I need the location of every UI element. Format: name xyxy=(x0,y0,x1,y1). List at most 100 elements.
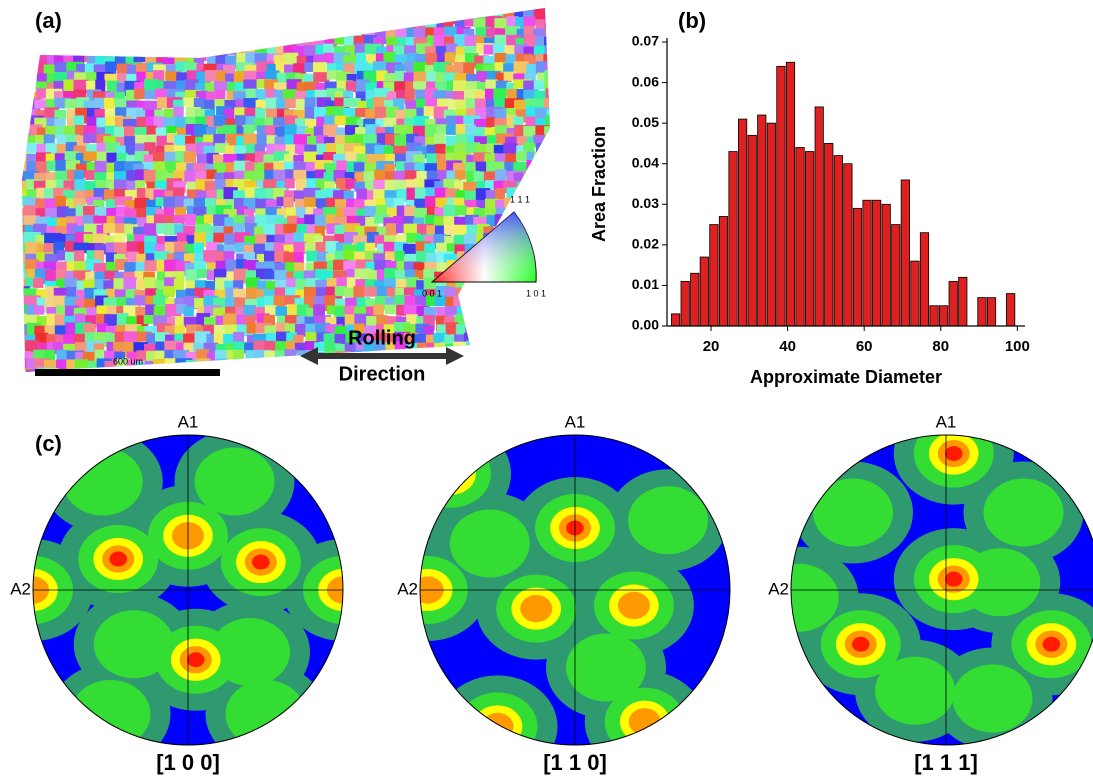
grain xyxy=(144,377,158,386)
grain xyxy=(14,7,29,16)
axis-label: A2 xyxy=(768,579,789,598)
grain xyxy=(295,28,309,39)
grain xyxy=(37,38,49,50)
grain xyxy=(506,287,523,297)
grain xyxy=(315,370,326,383)
grain xyxy=(85,0,98,10)
grain xyxy=(516,352,533,364)
grain xyxy=(294,8,309,21)
grain xyxy=(455,9,465,22)
grain xyxy=(173,187,184,197)
grain xyxy=(205,25,215,35)
grain xyxy=(214,34,226,45)
ipf-label: 1 0 1 xyxy=(526,288,546,298)
grain xyxy=(154,0,172,9)
grain xyxy=(467,350,483,362)
grain xyxy=(177,2,193,13)
grain xyxy=(353,286,364,299)
grain xyxy=(546,361,558,376)
grain xyxy=(353,18,367,30)
grain xyxy=(26,56,38,66)
grain xyxy=(495,296,509,306)
grain xyxy=(95,46,112,57)
grain xyxy=(326,0,338,11)
grain xyxy=(506,307,522,319)
grain xyxy=(105,376,117,389)
grain xyxy=(77,0,93,15)
contour xyxy=(628,486,708,554)
grain xyxy=(75,47,86,57)
grain xyxy=(223,18,238,31)
grain xyxy=(455,0,470,14)
axis-label: A1 xyxy=(936,412,957,431)
bar xyxy=(892,225,900,326)
grain xyxy=(523,315,540,328)
grain xyxy=(314,377,326,388)
grain xyxy=(373,304,383,314)
grain xyxy=(514,341,527,356)
grain xyxy=(284,17,297,28)
grain xyxy=(453,380,464,391)
pole-title: [1 1 0] xyxy=(543,750,607,775)
grain xyxy=(534,196,549,209)
grain xyxy=(374,0,386,12)
grain xyxy=(14,63,25,77)
grain xyxy=(525,304,540,315)
grain xyxy=(295,359,306,370)
grain xyxy=(186,7,202,18)
grain xyxy=(125,43,140,58)
grain xyxy=(236,359,252,373)
grain xyxy=(536,143,554,155)
grain xyxy=(455,360,473,370)
grain xyxy=(545,17,561,31)
grain xyxy=(496,368,506,381)
x-tick-label: 60 xyxy=(856,338,873,355)
grain xyxy=(514,367,527,380)
y-axis-title: Area Fraction xyxy=(589,126,609,242)
grain xyxy=(464,296,481,309)
grain xyxy=(285,9,299,20)
grain xyxy=(66,287,76,297)
grain xyxy=(495,335,511,348)
grain xyxy=(483,314,494,323)
contour xyxy=(953,665,1033,733)
grain xyxy=(17,377,28,390)
grain xyxy=(393,0,409,15)
contour xyxy=(1043,637,1061,652)
grain xyxy=(383,8,400,23)
bar xyxy=(691,273,699,326)
grain xyxy=(215,16,228,28)
ipf-label: 1 1 1 xyxy=(510,194,530,204)
grain xyxy=(533,370,546,386)
grain xyxy=(266,98,278,109)
bar xyxy=(939,306,947,326)
grain xyxy=(475,342,488,352)
grain xyxy=(525,208,540,224)
x-tick-label: 100 xyxy=(1005,338,1030,355)
grain xyxy=(497,359,510,371)
grain xyxy=(496,351,512,363)
grain xyxy=(265,19,275,35)
grain xyxy=(466,2,483,18)
grain xyxy=(25,79,37,90)
grain xyxy=(165,7,176,17)
grain xyxy=(224,0,236,12)
grain xyxy=(117,45,128,57)
grain xyxy=(513,332,523,347)
pole-figures: A1A2[1 0 0]A1A2[1 1 0]A1A2[1 1 1] xyxy=(0,403,1093,778)
grain xyxy=(153,10,168,22)
grain xyxy=(463,379,479,392)
grain xyxy=(284,376,295,387)
grain xyxy=(185,37,197,53)
grain xyxy=(305,28,316,43)
grain xyxy=(147,38,160,50)
grain xyxy=(66,9,82,23)
grain xyxy=(393,18,408,28)
grain xyxy=(426,379,442,389)
grain xyxy=(17,88,28,100)
grain xyxy=(505,343,518,359)
grain xyxy=(536,297,551,308)
grain xyxy=(83,28,96,38)
contour xyxy=(109,552,127,567)
grain xyxy=(486,377,499,391)
